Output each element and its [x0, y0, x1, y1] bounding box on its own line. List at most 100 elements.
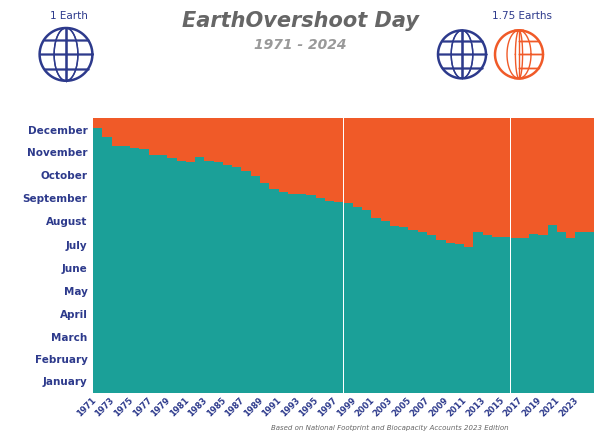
Bar: [334, 118, 343, 202]
Bar: [557, 231, 566, 393]
Bar: [529, 118, 538, 234]
Bar: [112, 118, 121, 146]
Bar: [436, 118, 446, 240]
Bar: [362, 118, 371, 210]
Bar: [575, 118, 585, 232]
Bar: [575, 232, 585, 393]
Bar: [455, 118, 464, 244]
Bar: [390, 226, 399, 393]
Bar: [307, 118, 316, 194]
Bar: [334, 202, 343, 393]
Bar: [223, 118, 232, 165]
Bar: [269, 118, 278, 189]
Bar: [418, 118, 427, 232]
Bar: [307, 194, 316, 393]
Text: EarthOvershoot Day: EarthOvershoot Day: [182, 11, 419, 31]
Bar: [176, 118, 186, 162]
Bar: [343, 203, 353, 393]
Bar: [232, 166, 241, 393]
Bar: [251, 176, 260, 393]
Bar: [260, 182, 269, 393]
Bar: [214, 118, 223, 162]
Bar: [529, 234, 538, 393]
Bar: [195, 157, 205, 393]
Bar: [464, 118, 473, 247]
Bar: [566, 238, 575, 393]
Bar: [297, 118, 307, 194]
Bar: [158, 118, 167, 155]
Bar: [130, 148, 139, 393]
Bar: [278, 118, 288, 191]
Bar: [482, 235, 492, 393]
Text: 1971 - 2024: 1971 - 2024: [254, 38, 346, 52]
Bar: [446, 243, 455, 393]
Bar: [492, 118, 501, 237]
Bar: [557, 118, 566, 231]
Bar: [241, 171, 251, 393]
Bar: [316, 118, 325, 198]
Bar: [566, 118, 575, 238]
Bar: [149, 155, 158, 393]
Bar: [167, 118, 176, 159]
Bar: [436, 240, 446, 393]
Bar: [548, 225, 557, 393]
Bar: [446, 118, 455, 243]
Bar: [473, 232, 482, 393]
Bar: [482, 118, 492, 235]
Bar: [195, 118, 205, 157]
Bar: [130, 118, 139, 148]
Bar: [380, 118, 390, 221]
Bar: [464, 247, 473, 393]
Bar: [548, 118, 557, 225]
Bar: [409, 230, 418, 393]
Bar: [121, 118, 130, 146]
Bar: [418, 232, 427, 393]
Bar: [102, 118, 112, 137]
Bar: [399, 118, 409, 227]
Bar: [501, 237, 511, 393]
Bar: [353, 118, 362, 206]
Bar: [409, 118, 418, 230]
Bar: [343, 118, 353, 203]
Bar: [455, 244, 464, 393]
Bar: [325, 118, 334, 201]
Text: Based on National Footprint and Biocapacity Accounts 2023 Edition: Based on National Footprint and Biocapac…: [271, 424, 509, 431]
Bar: [232, 118, 241, 166]
Bar: [371, 218, 380, 393]
Bar: [186, 118, 195, 162]
Bar: [520, 118, 529, 238]
Bar: [427, 235, 436, 393]
Bar: [585, 118, 594, 232]
Bar: [511, 118, 520, 238]
Bar: [241, 118, 251, 171]
Bar: [112, 146, 121, 393]
Bar: [297, 194, 307, 393]
Bar: [585, 232, 594, 393]
Bar: [121, 146, 130, 393]
Bar: [362, 210, 371, 393]
Bar: [288, 194, 297, 393]
Bar: [176, 162, 186, 393]
Bar: [102, 137, 112, 393]
Bar: [186, 162, 195, 393]
Bar: [149, 118, 158, 155]
Bar: [139, 118, 149, 149]
Bar: [316, 198, 325, 393]
Bar: [473, 118, 482, 232]
Bar: [278, 191, 288, 393]
Bar: [269, 189, 278, 393]
Bar: [427, 118, 436, 235]
Bar: [520, 238, 529, 393]
Bar: [260, 118, 269, 182]
Bar: [390, 118, 399, 226]
Bar: [371, 118, 380, 218]
Bar: [205, 161, 214, 393]
Bar: [205, 118, 214, 161]
Bar: [158, 155, 167, 393]
Bar: [139, 149, 149, 393]
Text: 1 Earth: 1 Earth: [50, 11, 88, 21]
Text: 1.75 Earths: 1.75 Earths: [492, 11, 552, 21]
Bar: [93, 118, 102, 128]
Bar: [325, 201, 334, 393]
Bar: [501, 118, 511, 237]
